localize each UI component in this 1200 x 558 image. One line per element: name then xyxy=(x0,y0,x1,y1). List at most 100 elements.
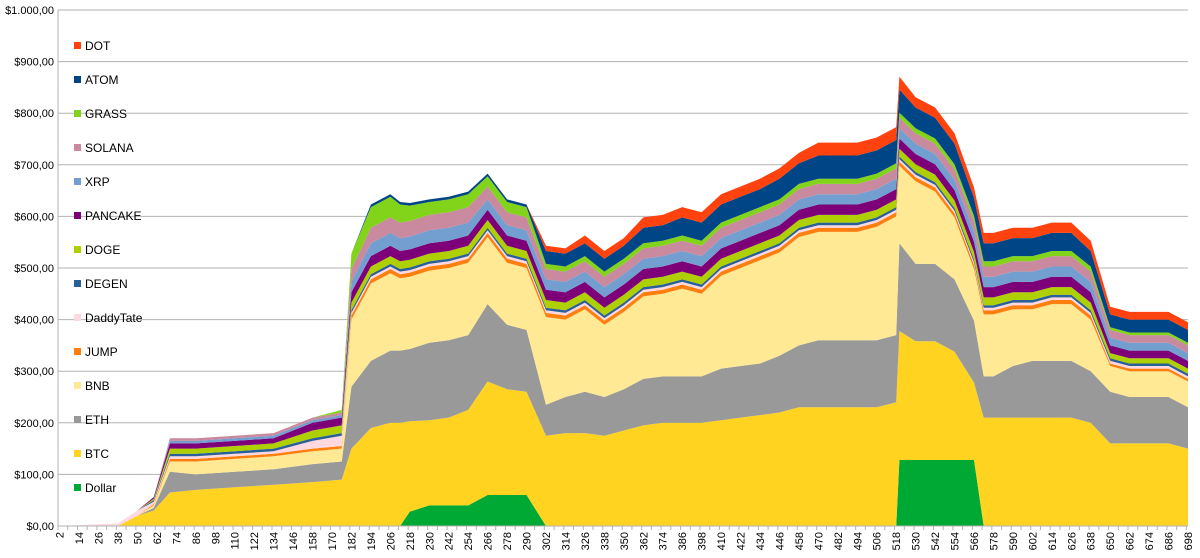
legend-label: PANCAKE xyxy=(85,209,141,223)
y-tick-label: $500,00 xyxy=(14,263,54,275)
y-tick-label: $900,00 xyxy=(14,57,54,69)
stacked-areas xyxy=(59,76,1189,527)
legend-label: ETH xyxy=(85,413,109,427)
x-tick-label: 98 xyxy=(210,532,222,544)
x-tick-label: 122 xyxy=(249,532,261,550)
x-tick-label: 206 xyxy=(385,532,397,550)
x-tick-label: 314 xyxy=(560,532,572,550)
x-axis: 2 14 26 38 50 62 74 86 98 110 122 134 146 158 170 182 19… xyxy=(55,525,1195,550)
x-tick-label: 266 xyxy=(483,532,495,550)
legend-label: ATOM xyxy=(85,73,119,87)
x-tick-label: 470 xyxy=(813,532,825,550)
x-tick-label: 134 xyxy=(269,532,281,550)
x-tick-label: 590 xyxy=(1008,532,1020,550)
x-tick-label: 182 xyxy=(346,532,358,550)
y-tick-label: $800,00 xyxy=(14,108,54,120)
x-tick-label: 482 xyxy=(833,532,845,550)
x-tick-label: 614 xyxy=(1047,532,1059,550)
x-tick-label: 578 xyxy=(988,532,1000,550)
legend-label: DOT xyxy=(85,39,111,53)
x-tick-label: 278 xyxy=(502,532,514,550)
x-tick-label: 386 xyxy=(677,532,689,550)
legend-swatch xyxy=(74,450,81,457)
legend-label: DaddyTate xyxy=(85,311,143,325)
y-tick-label: $200,00 xyxy=(14,418,54,430)
x-tick-label: 506 xyxy=(872,532,884,550)
x-tick-label: 74 xyxy=(171,532,183,544)
x-tick-label: 86 xyxy=(191,532,203,544)
x-tick-label: 158 xyxy=(308,532,320,550)
x-tick-label: 398 xyxy=(697,532,709,550)
x-tick-label: 146 xyxy=(288,532,300,550)
legend-swatch xyxy=(74,212,81,219)
legend-label: DOGE xyxy=(85,243,120,257)
x-tick-label: 326 xyxy=(580,532,592,550)
x-tick-label: 602 xyxy=(1027,532,1039,550)
x-tick-label: 50 xyxy=(132,532,144,544)
legend-label: XRP xyxy=(85,175,110,189)
x-tick-label: 530 xyxy=(911,532,923,550)
legend-label: SOLANA xyxy=(85,141,134,155)
x-tick-label: 194 xyxy=(366,532,378,550)
x-tick-label: 290 xyxy=(522,532,534,550)
x-tick-label: 254 xyxy=(463,532,475,550)
legend-swatch xyxy=(74,382,81,389)
x-tick-label: 374 xyxy=(658,532,670,550)
x-tick-label: 362 xyxy=(638,532,650,550)
legend-swatch xyxy=(74,314,81,321)
x-tick-label: 494 xyxy=(852,532,864,550)
x-tick-label: 434 xyxy=(755,532,767,550)
legend-swatch xyxy=(74,416,81,423)
x-tick-label: 350 xyxy=(619,532,631,550)
x-tick-label: 230 xyxy=(424,532,436,550)
x-tick-label: 650 xyxy=(1105,532,1117,550)
legend-swatch xyxy=(74,280,81,287)
x-tick-label: 446 xyxy=(774,532,786,550)
x-tick-label: 422 xyxy=(736,532,748,550)
x-tick-label: 566 xyxy=(969,532,981,550)
x-tick-label: 242 xyxy=(444,532,456,550)
x-tick-label: 2 xyxy=(55,532,67,538)
x-tick-label: 218 xyxy=(405,532,417,550)
legend-label: BNB xyxy=(85,379,110,393)
legend-label: BTC xyxy=(85,447,109,461)
area-eth xyxy=(59,243,1189,526)
x-tick-label: 62 xyxy=(152,532,164,544)
legend-swatch xyxy=(74,42,81,49)
y-tick-label: $300,00 xyxy=(14,366,54,378)
x-tick-label: 302 xyxy=(541,532,553,550)
legend-swatch xyxy=(74,484,81,491)
y-tick-label: $700,00 xyxy=(14,160,54,172)
y-tick-label: $600,00 xyxy=(14,211,54,223)
area-doge xyxy=(59,148,1189,527)
legend-swatch xyxy=(74,246,81,253)
x-tick-label: 410 xyxy=(716,532,728,550)
y-tick-label: $0,00 xyxy=(26,521,54,533)
x-tick-label: 14 xyxy=(74,532,86,544)
area-btc xyxy=(59,331,1189,526)
x-tick-label: 674 xyxy=(1144,532,1156,550)
x-tick-label: 626 xyxy=(1066,532,1078,550)
x-tick-label: 110 xyxy=(230,532,242,550)
y-tick-label: $400,00 xyxy=(14,315,54,327)
x-tick-label: 554 xyxy=(950,532,962,550)
x-tick-label: 662 xyxy=(1125,532,1137,550)
area-degen xyxy=(59,156,1189,526)
legend: DOT ATOM GRASS SOLANA XRP PANCAKE DOGE DEGEN Dad… xyxy=(74,39,143,495)
x-tick-label: 338 xyxy=(599,532,611,550)
legend-swatch xyxy=(74,144,81,151)
legend-swatch xyxy=(74,348,81,355)
x-tick-label: 170 xyxy=(327,532,339,550)
legend-swatch xyxy=(74,76,81,83)
area-bnb xyxy=(59,165,1189,527)
y-tick-label: $100,00 xyxy=(14,469,54,481)
x-tick-label: 638 xyxy=(1086,532,1098,550)
legend-label: JUMP xyxy=(85,345,118,359)
x-tick-label: 686 xyxy=(1164,532,1176,550)
y-tick-label: $1.000,00 xyxy=(5,5,54,17)
y-axis: $0,00 $100,00 $200,00 $300,00 $400,00 $500,00… xyxy=(5,5,59,533)
legend-swatch xyxy=(74,110,81,117)
legend-label: DEGEN xyxy=(85,277,128,291)
x-tick-label: 542 xyxy=(930,532,942,550)
